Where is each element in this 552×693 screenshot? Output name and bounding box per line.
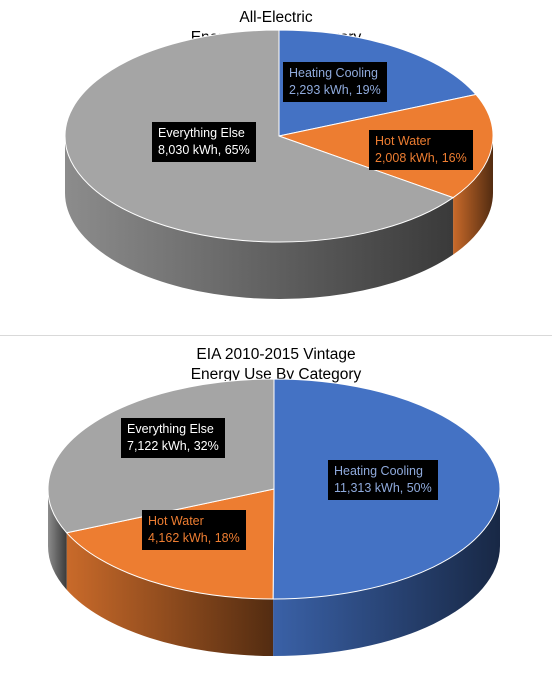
chart-title: EIA 2010-2015 Vintage Energy Use By Cate… [0,345,552,385]
data-label-name: Heating Cooling [289,66,378,80]
chart-title-line-1: EIA 2010-2015 Vintage [196,346,356,363]
pie-chart-eia-vintage [47,378,501,656]
pie-slice-everything-else [64,29,455,243]
data-label-everything-else: Everything Else 8,030 kWh, 65% [152,122,256,162]
pie-slice-side-everything-else [48,489,67,590]
data-label-hot-water: Hot Water 4,162 kWh, 18% [142,510,246,550]
data-label-value: 8,030 kWh, 65% [158,143,250,157]
data-label-value: 4,162 kWh, 18% [148,531,240,545]
chart-all-electric: All-Electric Energy Use By Category Heat… [0,0,552,336]
chart-title-line-2: Energy Use By Category [190,366,362,383]
pie-slice-side-heating-cooling [273,489,500,656]
data-label-hot-water: Hot Water 2,008 kWh, 16% [369,130,473,170]
data-label-heating-cooling: Heating Cooling 2,293 kWh, 19% [283,62,387,102]
data-label-value: 2,008 kWh, 16% [375,151,467,165]
data-label-name: Hot Water [148,514,204,528]
data-label-value: 2,293 kWh, 19% [289,83,381,97]
data-label-name: Hot Water [375,134,431,148]
chart-divider [0,335,552,336]
data-label-heating-cooling: Heating Cooling 11,313 kWh, 50% [328,460,438,500]
chart-title-line-1: All-Electric [239,9,313,26]
data-label-name: Everything Else [127,422,214,436]
data-label-name: Heating Cooling [334,464,423,478]
pie-slice-side-hot-water [453,136,493,255]
pie-slice-side-everything-else [65,136,454,299]
data-label-value: 11,313 kWh, 50% [334,481,432,495]
pie-slice-side-hot-water [66,532,274,656]
chart-eia-vintage: EIA 2010-2015 Vintage Energy Use By Cate… [0,337,552,693]
data-label-name: Everything Else [158,126,245,140]
data-label-everything-else: Everything Else 7,122 kWh, 32% [121,418,225,458]
data-label-value: 7,122 kWh, 32% [127,439,219,453]
